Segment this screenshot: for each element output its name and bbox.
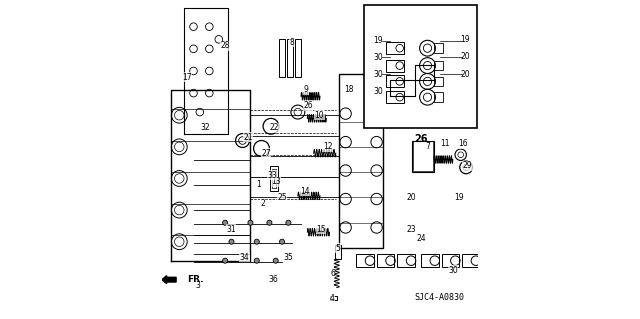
Circle shape <box>254 239 259 244</box>
Text: 20: 20 <box>461 52 470 61</box>
Text: 24: 24 <box>417 234 426 243</box>
Text: 27: 27 <box>261 149 271 158</box>
Bar <box>335 245 341 259</box>
Text: 26: 26 <box>303 101 313 110</box>
Text: 11: 11 <box>440 139 450 148</box>
Text: 33: 33 <box>267 171 277 180</box>
Bar <box>397 254 415 267</box>
Text: 5: 5 <box>335 243 340 253</box>
Text: 25: 25 <box>277 193 287 202</box>
Text: 19: 19 <box>374 36 383 45</box>
Text: 20: 20 <box>461 70 470 78</box>
Bar <box>434 61 443 70</box>
Bar <box>356 254 374 267</box>
Bar <box>330 296 337 300</box>
Text: 36: 36 <box>268 275 278 284</box>
Text: 2: 2 <box>260 199 265 208</box>
Bar <box>462 254 480 267</box>
Text: 7: 7 <box>425 142 430 151</box>
Text: 30: 30 <box>374 53 383 62</box>
Text: 4: 4 <box>330 294 335 303</box>
Bar <box>434 43 443 53</box>
Text: 3: 3 <box>196 281 201 291</box>
Bar <box>270 166 278 191</box>
Bar <box>339 74 383 248</box>
Text: 16: 16 <box>458 139 468 148</box>
Bar <box>387 60 404 71</box>
Circle shape <box>267 220 272 225</box>
Text: 22: 22 <box>269 123 279 132</box>
Text: 19: 19 <box>454 193 464 202</box>
Bar <box>271 169 276 188</box>
Text: 9: 9 <box>303 85 308 94</box>
Text: 28: 28 <box>220 41 230 50</box>
Circle shape <box>223 258 228 263</box>
Bar <box>279 39 285 77</box>
Text: 19: 19 <box>461 35 470 44</box>
Bar <box>364 4 477 128</box>
Text: 12: 12 <box>323 142 332 151</box>
Bar <box>294 39 301 77</box>
Text: FR.: FR. <box>187 275 204 284</box>
Text: 10: 10 <box>314 111 324 120</box>
Text: 20: 20 <box>406 193 416 202</box>
Bar <box>434 77 443 86</box>
Bar <box>413 141 433 171</box>
Text: 21: 21 <box>243 133 253 142</box>
Text: 8: 8 <box>289 38 294 47</box>
Text: 15: 15 <box>316 225 326 234</box>
Circle shape <box>248 220 253 225</box>
Text: 26: 26 <box>415 134 428 144</box>
Text: 13: 13 <box>271 177 280 186</box>
FancyArrow shape <box>162 276 176 284</box>
Bar <box>434 93 443 102</box>
Circle shape <box>286 220 291 225</box>
Circle shape <box>229 239 234 244</box>
Text: 23: 23 <box>407 225 417 234</box>
Bar <box>387 42 404 54</box>
Circle shape <box>280 239 285 244</box>
Text: 6: 6 <box>330 269 335 278</box>
Text: 32: 32 <box>201 123 211 132</box>
Bar <box>377 254 394 267</box>
Bar <box>387 75 404 87</box>
Bar <box>387 91 404 103</box>
Text: 18: 18 <box>344 85 354 94</box>
Text: SJC4-A0830: SJC4-A0830 <box>414 293 464 302</box>
Text: 29: 29 <box>463 161 472 170</box>
Text: 31: 31 <box>226 225 236 234</box>
Text: 30: 30 <box>448 266 458 275</box>
Circle shape <box>254 258 259 263</box>
Circle shape <box>273 258 278 263</box>
Circle shape <box>223 220 228 225</box>
Text: 1: 1 <box>256 180 260 189</box>
Bar <box>421 254 438 267</box>
Text: 35: 35 <box>284 253 293 262</box>
Text: 30: 30 <box>374 70 383 79</box>
Text: 14: 14 <box>301 187 310 196</box>
Text: 34: 34 <box>240 253 250 262</box>
Text: 17: 17 <box>182 73 192 82</box>
Bar <box>442 254 459 267</box>
Bar <box>412 141 434 172</box>
Bar <box>287 39 293 77</box>
Text: 30: 30 <box>374 87 383 96</box>
